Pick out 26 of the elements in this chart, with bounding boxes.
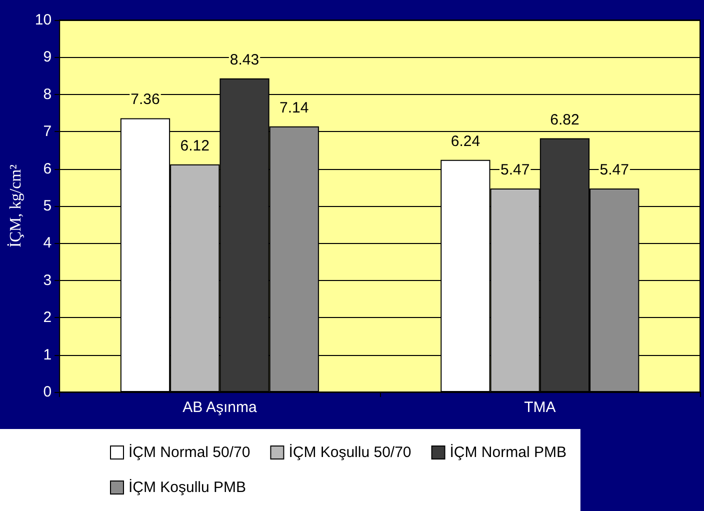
y-tick-label: 2 [43, 309, 52, 326]
data-label: 5.47 [600, 162, 629, 179]
y-tick-label: 1 [43, 346, 52, 364]
x-tick-label: AB Aşınma [182, 399, 258, 416]
legend-label: İÇM Normal 50/70 [128, 443, 250, 461]
data-label: 6.12 [180, 137, 210, 154]
y-tick-label: 10 [34, 12, 52, 28]
y-tick-label: 0 [43, 384, 52, 400]
data-label: 8.43 [230, 51, 260, 68]
data-label: 5.47 [500, 162, 530, 179]
y-tick-label: 5 [43, 198, 52, 214]
y-tick-label: 3 [43, 272, 52, 289]
data-label: 6.24 [450, 132, 480, 150]
y-tick-label: 9 [43, 48, 52, 66]
y-tick-label: 4 [43, 234, 52, 252]
data-label: 6.82 [550, 111, 580, 128]
legend-label: İÇM Koşullu PMB [128, 478, 246, 496]
data-label: 7.14 [280, 99, 309, 116]
y-tick-label: 7 [43, 123, 52, 140]
legend-label: İÇM Normal PMB [450, 443, 566, 461]
data-label: 7.36 [130, 91, 160, 108]
x-tick-label: TMA [524, 399, 556, 416]
legend-label: İÇM Koşullu 50/70 [288, 443, 412, 461]
y-axis-title: İÇM, kg/cm² [6, 164, 24, 248]
y-tick-label: 6 [43, 160, 52, 178]
y-tick-label: 8 [43, 86, 52, 103]
